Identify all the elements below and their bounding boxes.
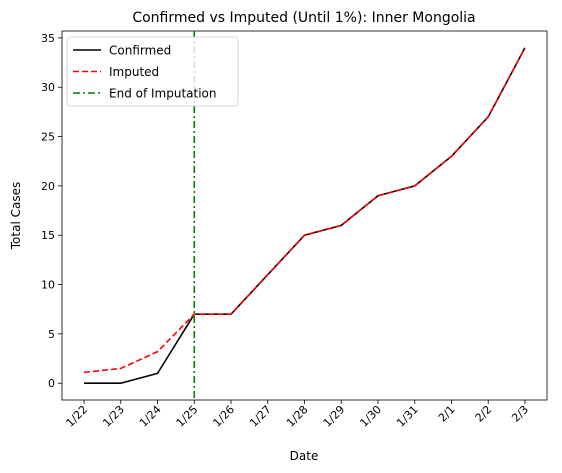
y-tick-label: 15	[41, 229, 55, 242]
x-axis-label: Date	[290, 449, 319, 463]
x-tick-label: 1/29	[321, 403, 348, 430]
legend-box	[66, 36, 239, 107]
x-tick-label: 1/28	[284, 403, 311, 430]
x-axis: 1/22 1/23 1/24 1/25 1/26 1/27 1/28 1/29 1/30 1/31…	[64, 400, 531, 430]
x-tick-label: 2/1	[436, 403, 458, 425]
x-tick-label: 1/22	[64, 403, 91, 430]
y-tick-label: 0	[48, 377, 55, 390]
x-tick-label: 2/3	[509, 403, 531, 425]
x-tick-label: 1/27	[247, 403, 274, 430]
y-axis-label: Total Cases	[9, 182, 23, 250]
legend-label: Confirmed	[109, 44, 171, 58]
legend-label: Imputed	[109, 65, 159, 79]
y-axis: 0 5 10 15 20 25 30 35	[41, 32, 62, 390]
x-tick-label: 1/23	[100, 403, 127, 430]
x-tick-label: 1/26	[210, 403, 237, 430]
legend-label: End of Imputation	[109, 87, 217, 101]
x-tick-label: 1/24	[137, 403, 164, 430]
y-tick-label: 25	[41, 131, 55, 144]
y-tick-label: 30	[41, 81, 55, 94]
x-tick-label: 2/2	[473, 403, 495, 425]
series-line-imputed	[83, 47, 526, 374]
y-tick-label: 5	[48, 328, 55, 341]
y-tick-label: 20	[41, 180, 55, 193]
y-tick-label: 35	[41, 32, 55, 45]
x-tick-label: 1/25	[174, 403, 201, 430]
legend: Confirmed Imputed End of Imputation	[66, 36, 239, 107]
y-tick-label: 10	[41, 279, 55, 292]
x-tick-label: 1/30	[357, 403, 384, 430]
chart-title: Confirmed vs Imputed (Until 1%): Inner M…	[132, 10, 475, 26]
x-tick-label: 1/31	[394, 403, 421, 430]
